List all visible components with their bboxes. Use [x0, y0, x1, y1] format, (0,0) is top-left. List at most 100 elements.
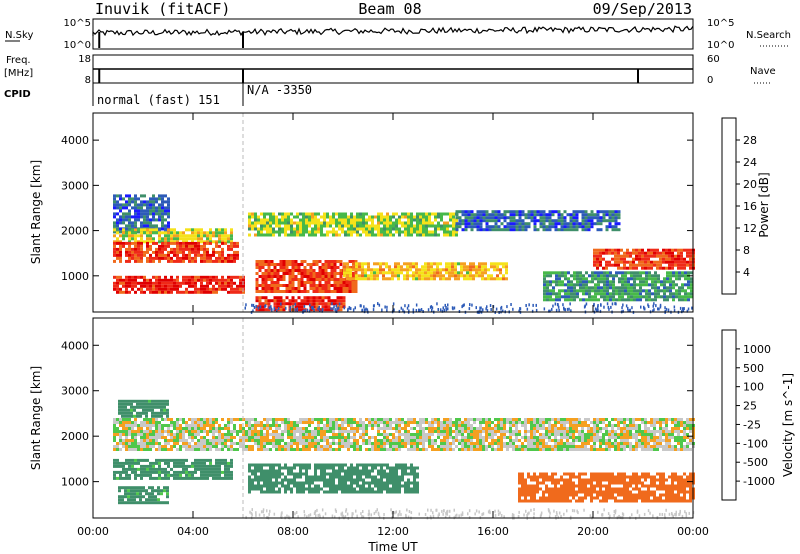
power-cell: [348, 306, 351, 310]
power-cell: [686, 260, 689, 264]
power-cell: [149, 278, 152, 282]
power-cell: [351, 260, 355, 263]
power-cell: [300, 272, 304, 275]
power-cell: [297, 272, 301, 275]
power-cell: [221, 284, 224, 288]
power-cell: [636, 271, 639, 275]
power-cell: [119, 218, 122, 222]
velocity-cell: [500, 436, 503, 439]
power-cell: [506, 228, 510, 232]
power-cell: [484, 277, 487, 281]
power-cell: [605, 219, 609, 223]
power-cell: [502, 277, 505, 281]
velocity-cell: [356, 439, 359, 442]
velocity-cell: [404, 424, 407, 427]
nsky-line: [92, 25, 694, 37]
power-cell: [487, 268, 490, 272]
power-cell: [251, 215, 254, 219]
power-cell: [641, 254, 644, 258]
velocity-cell: [590, 427, 593, 430]
velocity-cell: [308, 421, 311, 424]
power-cell: [509, 210, 513, 214]
power-cell: [303, 302, 307, 306]
power-cell: [602, 248, 605, 252]
velocity-cell: [164, 442, 167, 445]
power-cell: [674, 257, 677, 261]
velocity-cell: [293, 442, 296, 445]
power-cell: [638, 263, 641, 267]
velocity-cell: [137, 424, 140, 427]
power-cell: [315, 290, 319, 293]
power-cell: [152, 259, 155, 263]
velocity-cell: [275, 448, 278, 451]
velocity-cell: [206, 421, 209, 424]
velocity-cell: [542, 442, 545, 445]
power-cell: [627, 289, 630, 293]
power-cell: [158, 287, 161, 291]
power-cell: [458, 219, 462, 223]
velocity-cell: [518, 430, 521, 433]
power-cell: [486, 305, 488, 309]
power-cell: [454, 262, 457, 266]
power-cell: [395, 224, 398, 228]
power-cell: [312, 281, 316, 284]
velocity-cell: [467, 439, 470, 442]
power-cell: [391, 274, 394, 278]
velocity-cell: [176, 424, 179, 427]
power-cell: [425, 221, 428, 225]
power-cell: [584, 304, 586, 308]
power-cell: [267, 287, 271, 290]
velocity-cell: [293, 427, 296, 430]
velocity-cell: [125, 424, 128, 427]
velocity-cell: [305, 433, 308, 436]
power-cell: [276, 302, 280, 306]
power-cell: [657, 277, 660, 281]
velocity-cell: [452, 439, 455, 442]
power-cell: [552, 289, 555, 293]
velocity-cell: [116, 421, 119, 424]
power-cell: [333, 266, 337, 269]
velocity-cell: [527, 439, 530, 442]
nsky-right-tick-bottom: 10^0: [707, 40, 734, 51]
power-cell: [377, 224, 380, 228]
power-cell: [317, 221, 320, 225]
power-cell: [276, 299, 280, 303]
power-cell: [119, 230, 122, 234]
power-cell: [680, 251, 683, 255]
power-cell: [394, 262, 397, 266]
power-cell: [312, 275, 316, 278]
power-cell: [621, 277, 624, 281]
power-cell: [617, 216, 621, 220]
velocity-cell: [542, 445, 545, 448]
power-cell: [323, 218, 326, 222]
power-cell: [297, 269, 301, 272]
velocity-cell: [130, 414, 133, 418]
velocity-cell: [221, 439, 224, 442]
nsky-panel: [92, 18, 694, 50]
power-cell: [128, 197, 131, 201]
power-cell: [255, 263, 259, 266]
velocity-cell: [374, 439, 377, 442]
velocity-cell: [365, 448, 368, 451]
power-cell: [158, 227, 161, 231]
power-cell: [472, 274, 475, 278]
velocity-cell: [656, 418, 659, 421]
velocity-cell: [524, 421, 527, 424]
power-cell: [269, 221, 272, 225]
power-cell: [170, 256, 173, 260]
power-cell: [575, 228, 579, 232]
velocity-cell: [176, 448, 179, 451]
power-cell: [567, 277, 570, 281]
power-cell: [311, 212, 314, 216]
power-cell: [355, 274, 358, 278]
power-cell: [149, 240, 152, 244]
power-cell: [329, 218, 332, 222]
power-cell: [528, 303, 530, 307]
velocity-cell: [599, 448, 602, 451]
velocity-cell: [476, 433, 479, 436]
power-cell: [293, 233, 296, 237]
velocity-cell: [362, 436, 365, 439]
power-cell: [588, 286, 591, 290]
power-cell: [339, 260, 343, 263]
velocity-cell: [473, 418, 476, 421]
